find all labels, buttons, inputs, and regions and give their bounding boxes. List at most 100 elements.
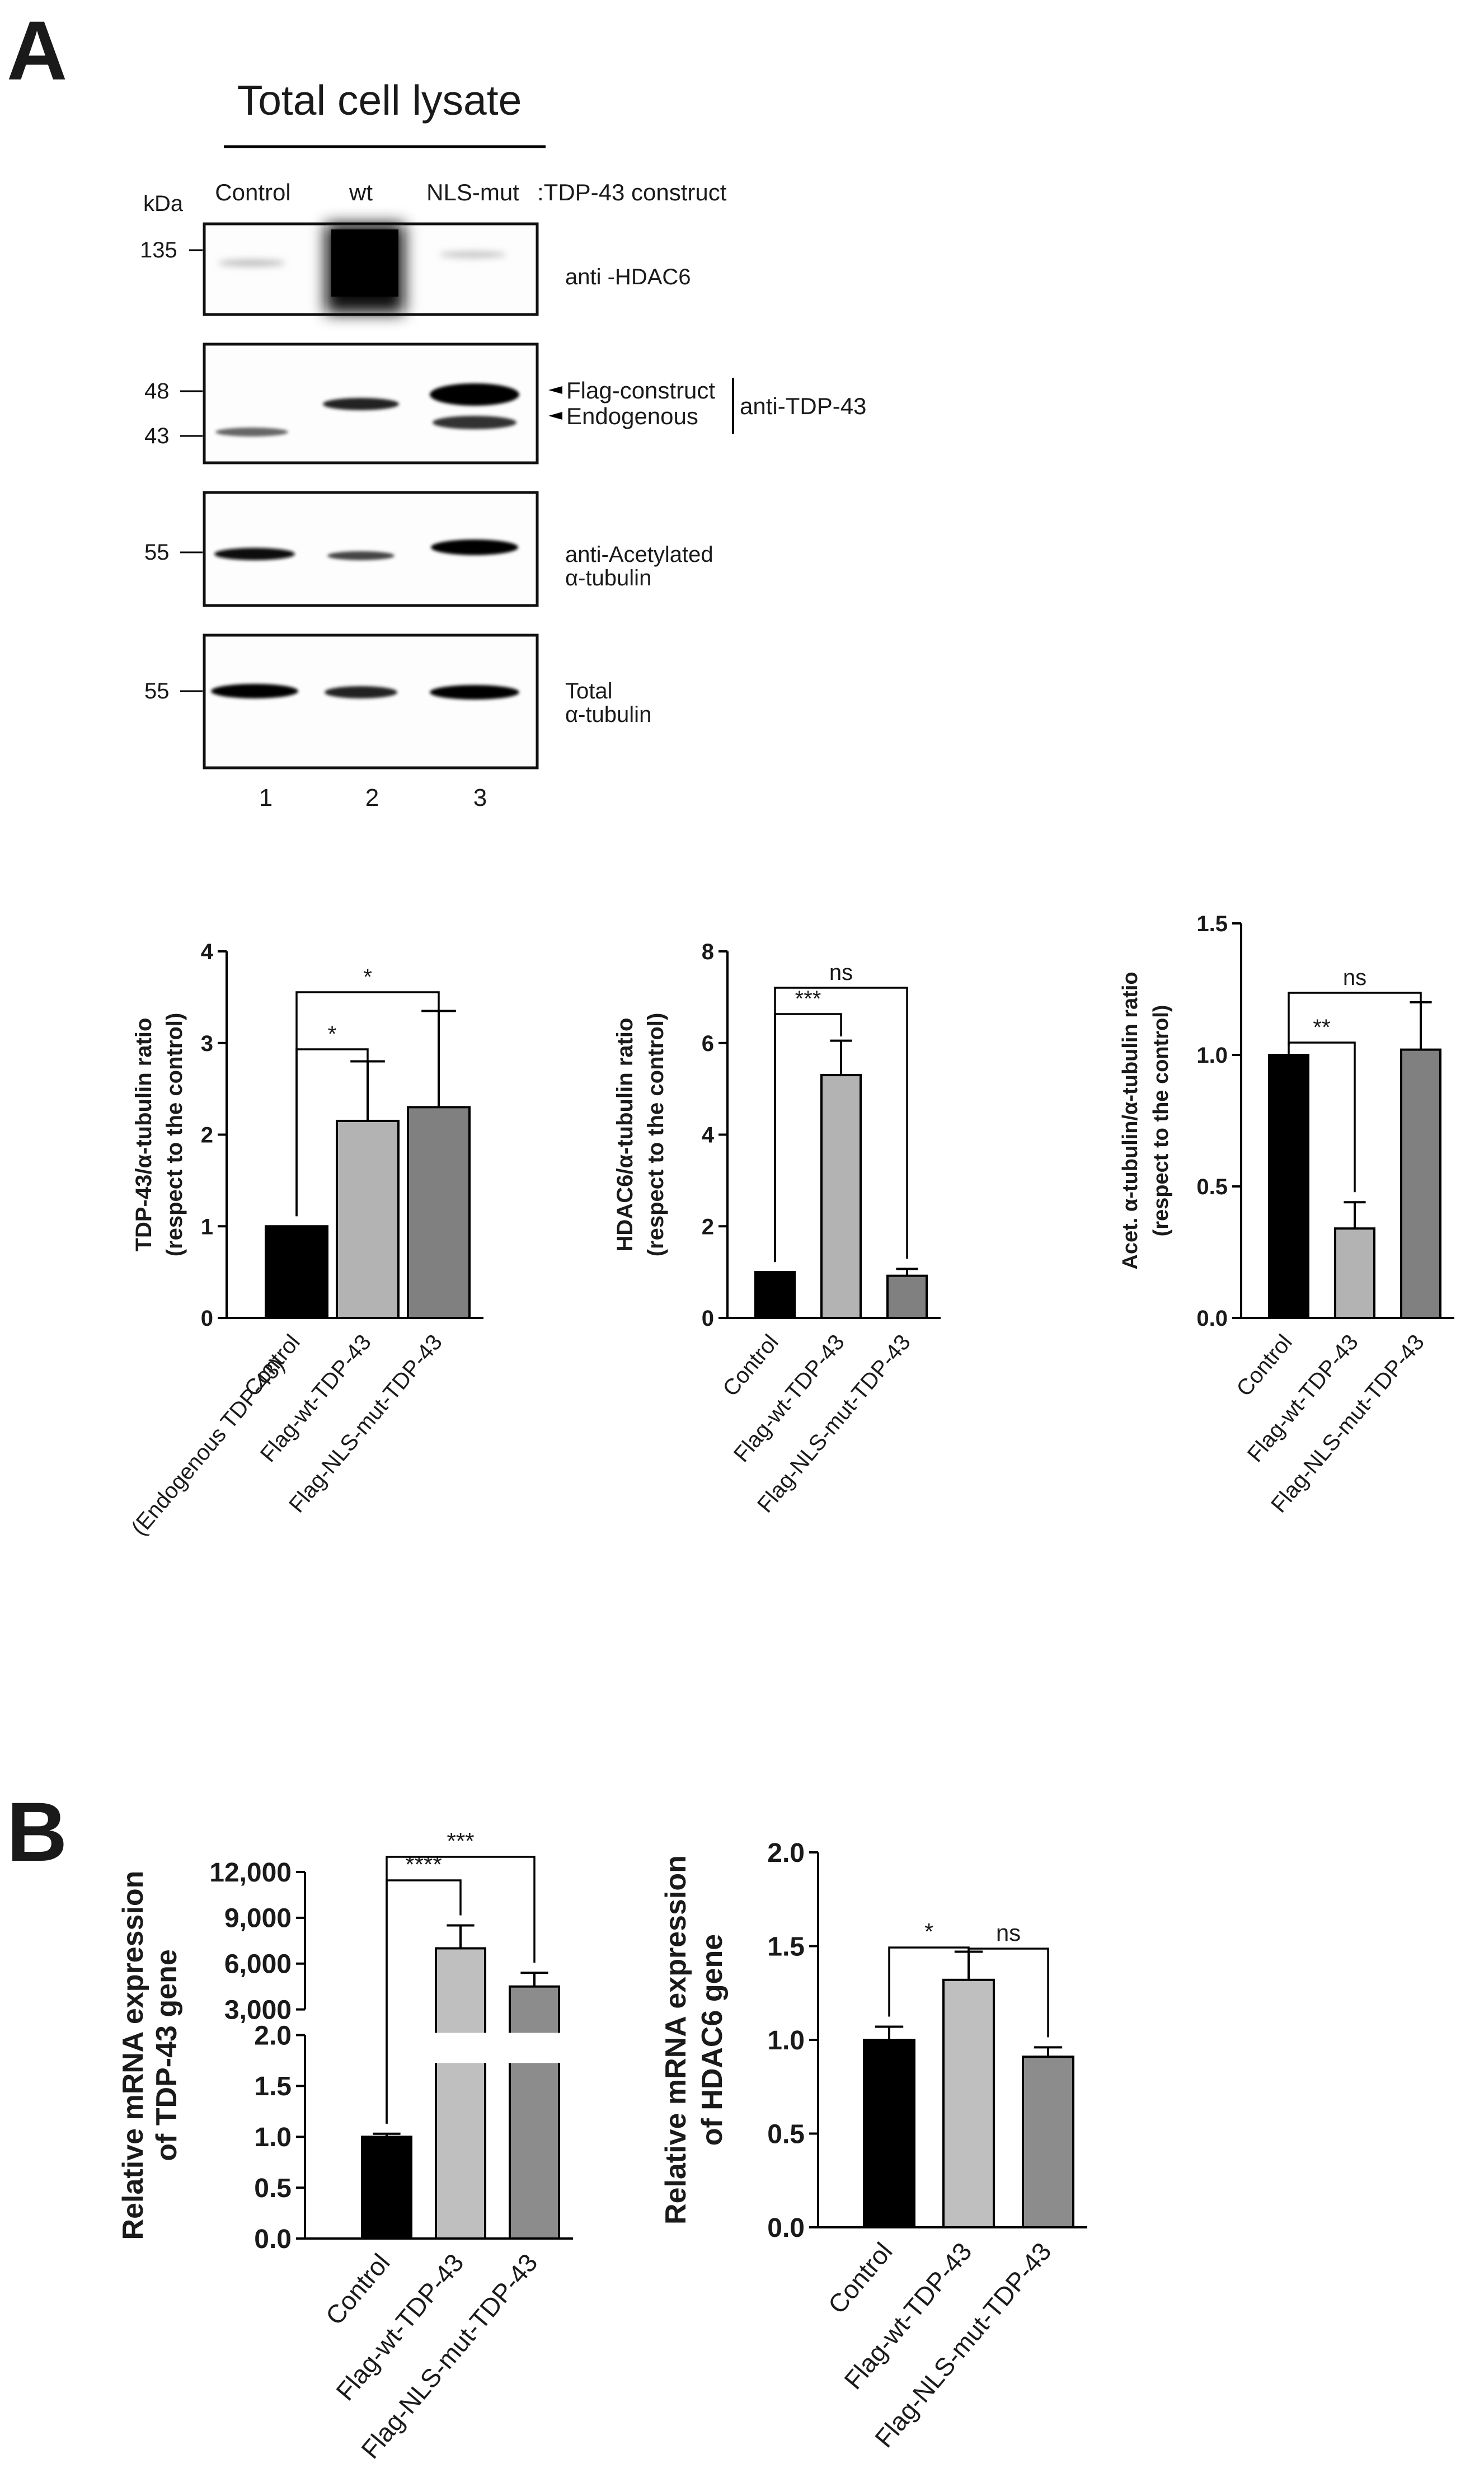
y-tick-label: 0.0 [767, 2213, 805, 2243]
flag-construct-arrow [548, 386, 562, 394]
band-endogenous-lane3 [433, 416, 516, 429]
band-tub-lane3 [430, 685, 519, 700]
y-axis-label: (respect to the control) [644, 1013, 668, 1257]
bar [407, 1106, 471, 1319]
y-tick-label: 0.0 [1196, 1306, 1228, 1331]
y-tick-label: 1.5 [254, 2072, 292, 2101]
bar [1400, 1048, 1441, 1319]
panel-b-letter: B [7, 1785, 67, 1879]
lane-number-2: 2 [365, 784, 379, 811]
bar [942, 1978, 995, 2229]
y-tick-label: 1.0 [767, 2026, 805, 2056]
band-acetub-lane1 [214, 548, 295, 560]
y-axis-label: TDP-43/α-tubulin ratio [132, 1018, 156, 1252]
significance-bracket [386, 1856, 536, 2124]
y-tick-label: 0.0 [254, 2225, 292, 2254]
x-category-label: Control [1232, 1330, 1297, 1401]
endogenous-label: Endogenous [566, 403, 698, 429]
x-category-label: Control [718, 1330, 783, 1401]
significance-label: * [328, 1022, 337, 1047]
y-tick-label: 0 [702, 1306, 714, 1331]
chart-acetylated-tubulin-ratio: 0.0 0.5 1.0 1.5 ** ns Acet. α-tubulin/α-tubuli… [1119, 912, 1454, 1517]
y-tick-label: 3,000 [224, 1995, 292, 2025]
bar [863, 2039, 915, 2228]
y-axis-label: Acet. α-tubulin/α-tubulin ratio [1119, 972, 1142, 1269]
bar [820, 1074, 862, 1319]
bar [435, 1947, 486, 2240]
chart-hdac6-protein-ratio: 0 2 4 6 8 *** ns HDAC6/α-tubulin ratio (respect … [613, 940, 941, 1517]
y-tick-label: 1.0 [1196, 1043, 1228, 1068]
bar [886, 1274, 928, 1320]
bar [754, 1271, 796, 1319]
band-acetub-lane3 [431, 539, 518, 555]
y-tick-label: 0.5 [767, 2119, 805, 2149]
y-axis-label: (respect to the control) [162, 1013, 187, 1257]
y-tick-label: 3 [201, 1031, 213, 1056]
tdp43-antibody-label: anti-TDP-43 [740, 393, 866, 419]
blot-hdac6 [203, 222, 539, 316]
bar [1022, 2056, 1074, 2228]
acetub-antibody-label-1: anti-Acetylated [565, 542, 713, 567]
marker-135: 135 [140, 238, 177, 262]
construct-label: :TDP-43 construct [537, 179, 727, 205]
band-flag-lane3 [430, 383, 519, 406]
tub-antibody-label-2: α-tubulin [565, 702, 651, 727]
y-tick-label: 4 [201, 940, 214, 964]
y-tick-label: 1.5 [1196, 912, 1228, 936]
y-axis-label: HDAC6/α-tubulin ratio [613, 1018, 637, 1252]
y-tick-label: 2 [702, 1214, 714, 1239]
significance-label: **** [405, 1851, 442, 1878]
chart-tdp43-protein-ratio: 0 1 2 3 4 * * TDP-43/α-tubulin ratio (respect to… [126, 940, 483, 1540]
lane-label-wt: wt [349, 179, 373, 205]
axis-break-gap [316, 2033, 579, 2063]
x-category-label: Control [320, 2248, 396, 2330]
bar [1268, 1054, 1309, 1319]
marker-55-tub: 55 [144, 679, 170, 703]
lane-number-3: 3 [473, 784, 487, 811]
y-tick-label: 8 [702, 940, 714, 964]
lane-label-control: Control [215, 179, 290, 205]
lane-number-1: 1 [259, 784, 273, 811]
chart-tdp43-mrna: 0.0 0.5 1.0 1.5 2.03,000 6,000 9,000 12,000 ****… [117, 1828, 579, 2464]
significance-bracket [1288, 1041, 1356, 1193]
marker-48: 48 [144, 379, 170, 403]
y-tick-label: 2.0 [767, 1838, 805, 1868]
y-tick-label: 6,000 [224, 1950, 292, 1979]
y-tick-label: 9,000 [224, 1904, 292, 1934]
significance-label: * [924, 1918, 933, 1945]
blot-frame [203, 634, 539, 769]
band-hdac6-lane1 [218, 260, 285, 266]
blot-acetylated-tubulin [203, 491, 539, 607]
band-endogenous-lane1 [215, 428, 288, 437]
significance-label: ns [1343, 965, 1366, 990]
panel-a-letter: A [7, 3, 67, 97]
bar [265, 1225, 328, 1319]
bar [1334, 1227, 1375, 1319]
bar [361, 2136, 412, 2240]
x-category-label: Flag-wt-TDP-43 [330, 2248, 469, 2406]
band-flag-lane2 [323, 398, 399, 410]
significance-bracket [968, 1948, 1049, 2038]
chart-hdac6-mrna: 0.0 0.5 1.0 1.5 2.0 * ns Relative mRNA expressi… [660, 1838, 1087, 2453]
blot-total-tubulin [203, 634, 539, 769]
significance-bracket [295, 991, 440, 1217]
y-tick-label: 0.5 [254, 2174, 292, 2203]
y-tick-label: 6 [702, 1031, 714, 1056]
y-tick-label: 1.5 [767, 1932, 805, 1962]
y-tick-label: 4 [702, 1123, 715, 1148]
y-axis-label: of TDP-43 gene [151, 1949, 183, 2161]
y-tick-label: 1.0 [254, 2123, 292, 2152]
y-axis-label: Relative mRNA expression [117, 1871, 149, 2240]
significance-bracket [1288, 992, 1422, 1045]
x-category-label: Control [823, 2237, 898, 2319]
marker-43: 43 [144, 424, 170, 448]
bar [509, 1985, 560, 2240]
bar [336, 1119, 400, 1319]
y-tick-label: 12,000 [209, 1858, 292, 1888]
marker-55-acetub: 55 [144, 540, 170, 565]
band-tub-lane1 [211, 684, 298, 698]
y-tick-label: 0.5 [1196, 1175, 1228, 1199]
flag-construct-label: Flag-construct [566, 377, 715, 403]
kda-label: kDa [143, 191, 184, 216]
band-acetub-lane2 [327, 551, 395, 560]
